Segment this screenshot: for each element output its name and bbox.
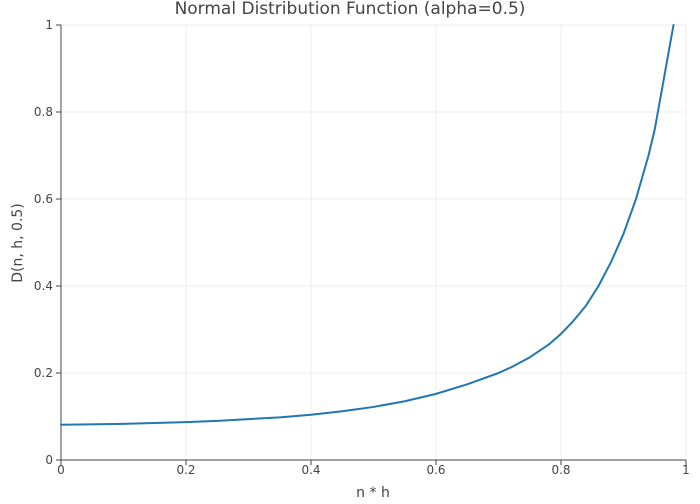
y-axis-title: D(n, h, 0.5) xyxy=(10,203,26,283)
axes xyxy=(60,25,686,461)
x-tick-label: 1 xyxy=(682,463,690,477)
series-line xyxy=(60,24,675,426)
tick-labels: 0 0.2 0.4 0.6 0.8 1 0 0.2 0.4 0.6 0.8 1 xyxy=(34,18,690,477)
chart-title: Normal Distribution Function (alpha=0.5) xyxy=(175,0,526,19)
x-axis-title: n * h xyxy=(356,485,390,500)
x-tick-label: 0.2 xyxy=(176,463,195,477)
y-tick-label: 0.6 xyxy=(34,192,53,206)
y-tick-label: 1 xyxy=(45,18,53,32)
y-tick-label: 0 xyxy=(45,453,53,467)
x-tick-label: 0 xyxy=(57,463,65,477)
x-tick-label: 0.6 xyxy=(426,463,445,477)
gridlines xyxy=(61,24,687,460)
x-tick-label: 0.4 xyxy=(301,463,320,477)
y-tick-label: 0.2 xyxy=(34,366,53,380)
y-tick-label: 0.8 xyxy=(34,105,53,119)
x-tick-label: 0.8 xyxy=(551,463,570,477)
y-tick-label: 0.4 xyxy=(34,279,53,293)
series xyxy=(60,24,675,426)
